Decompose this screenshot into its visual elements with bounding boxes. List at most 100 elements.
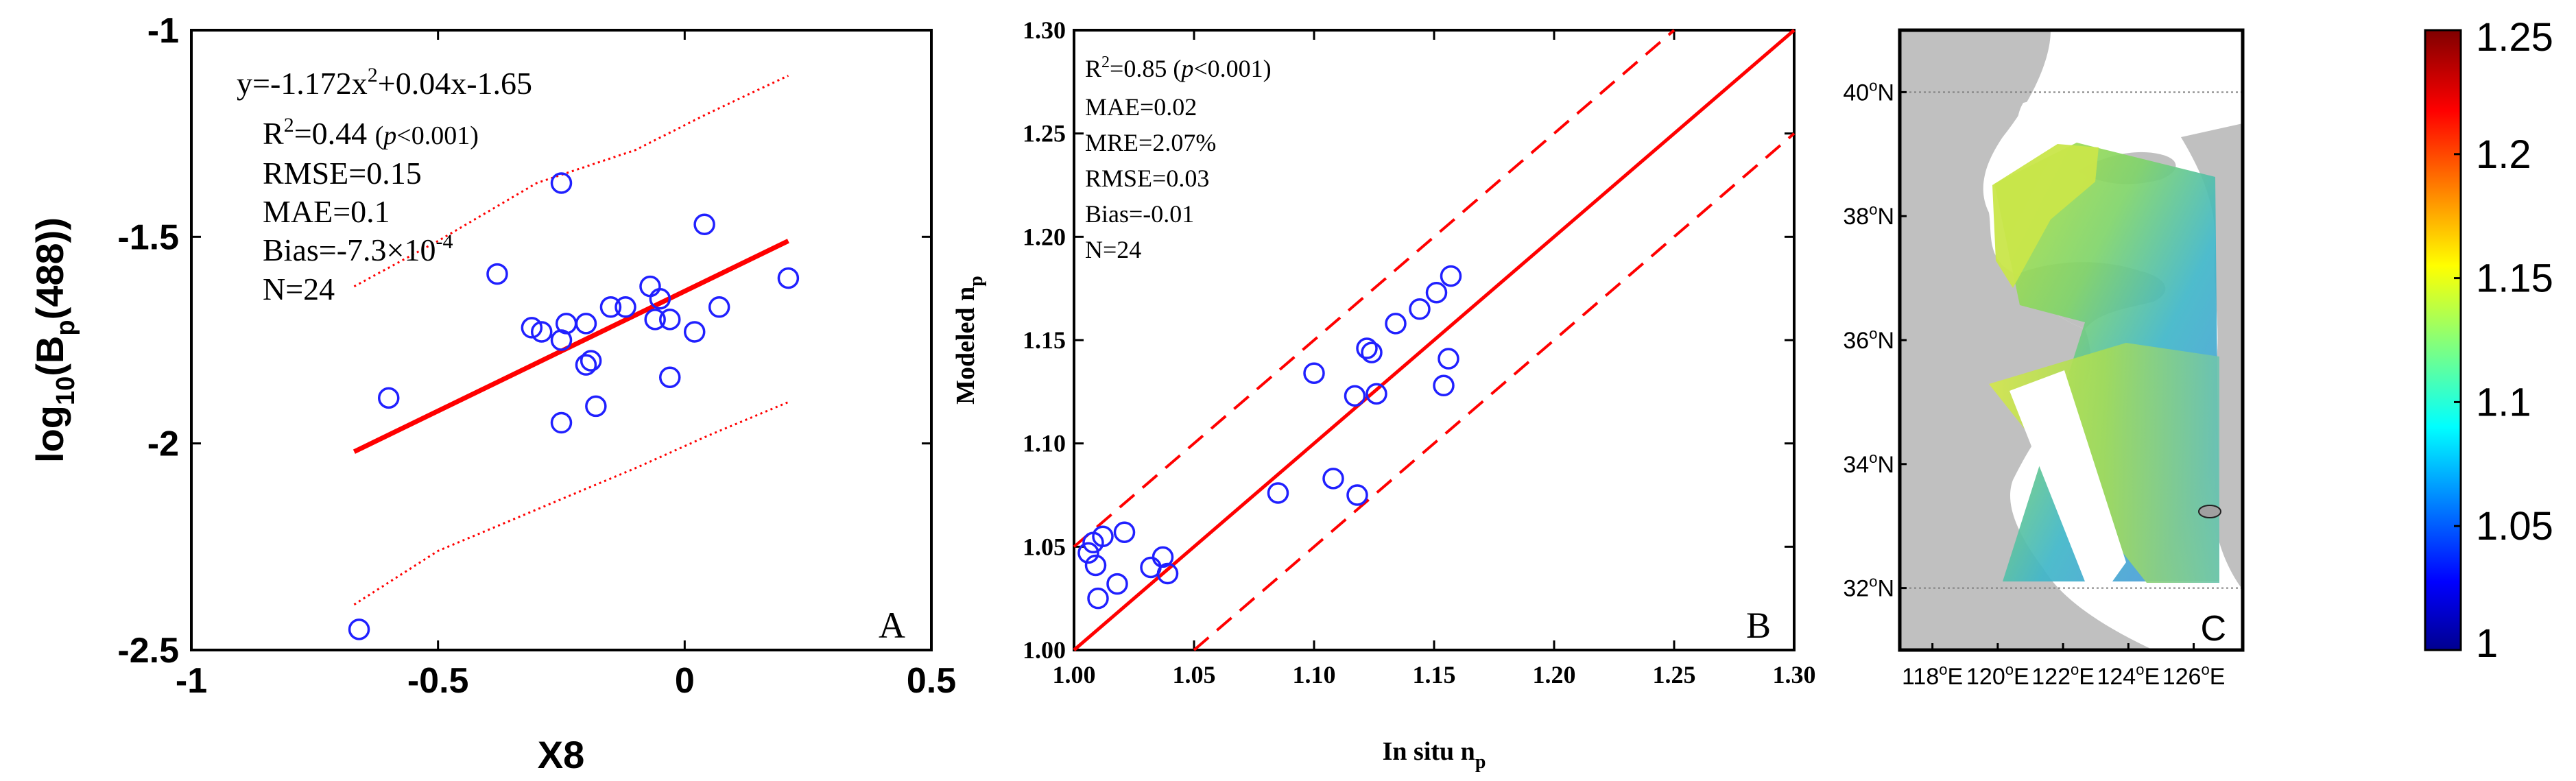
- panel-c-lat-label: 36oN: [1843, 325, 1894, 354]
- panel-a-point: [550, 411, 573, 434]
- panel-c-lon-label: 126oE: [2162, 661, 2226, 690]
- panel-c-jeju: [2198, 505, 2221, 518]
- panel-b-point: [1084, 554, 1107, 577]
- colorbar-tick-label: 1.15: [2476, 256, 2553, 301]
- panel-b-point: [1440, 265, 1462, 287]
- panel-b-r2: R2=0.85 (p<0.001): [1085, 53, 1272, 82]
- panel-a-point: [486, 263, 508, 285]
- panel-b-ylabel: Modeled np: [951, 276, 987, 405]
- panel-b-point: [1106, 573, 1128, 595]
- colorbar-tick-label: 1.2: [2476, 132, 2531, 177]
- panel-b-point: [1433, 374, 1455, 397]
- panel-b-point: [1438, 348, 1459, 370]
- panel-b-point: [1344, 385, 1366, 407]
- panel-a-point: [377, 387, 400, 409]
- panel-a-point: [644, 309, 666, 331]
- panel-b-xlabel: In situ np: [1383, 737, 1486, 773]
- panel-c-lat-label: 32oN: [1843, 573, 1894, 602]
- panel-b-upper-band: [1073, 29, 1675, 548]
- panel-b-xtick-label: 1.15: [1413, 661, 1456, 688]
- panel-a-point: [575, 313, 597, 335]
- panel-c-lon-label: 124oE: [2097, 661, 2160, 690]
- panel-a-ytick-label: -2: [147, 424, 179, 464]
- panel-a-point: [659, 309, 681, 331]
- panel-b-mre: MRE=2.07%: [1085, 129, 1216, 156]
- panel-a-point: [521, 317, 543, 339]
- panel-b-one-to-one-line: [1073, 29, 1796, 651]
- panel-c: 40oN 38oN 36oN 34oN 32oN 118oE 120oE 122oE 124o…: [1843, 15, 2553, 690]
- panel-a-point: [615, 296, 636, 318]
- panel-c-lon-label: 122oE: [2031, 661, 2095, 690]
- panel-b-xtick-label: 1.20: [1533, 661, 1576, 688]
- panel-a-xtick-label: 0: [675, 661, 695, 701]
- panel-c-lat-label: 40oN: [1843, 77, 1894, 106]
- panel-a-ytick-label: -2.5: [117, 631, 179, 671]
- panel-b-point: [1092, 525, 1114, 548]
- panel-c-lat-label: 34oN: [1843, 449, 1894, 478]
- panel-b-point: [1113, 521, 1136, 543]
- panel-b-ytick-label: 1.00: [1023, 636, 1066, 664]
- panel-b-xtick-label: 1.00: [1053, 661, 1096, 688]
- panel-a-point: [683, 321, 706, 343]
- colorbar-tick-label: 1.1: [2476, 380, 2531, 424]
- panel-a-point: [348, 618, 370, 640]
- panel-c-map: [1983, 30, 2243, 650]
- panel-a-point: [649, 287, 671, 310]
- panel-b-ytick-label: 1.15: [1023, 326, 1066, 354]
- panel-b-point: [1356, 337, 1378, 359]
- colorbar: [2424, 29, 2462, 651]
- colorbar-tick-label: 1: [2476, 621, 2498, 666]
- panel-c-gap: [2009, 370, 2126, 581]
- panel-a-point: [575, 354, 597, 376]
- panel-a-n: N=24: [263, 272, 335, 307]
- panel-b-ytick-label: 1.25: [1023, 120, 1066, 147]
- panel-b-xtick-label: 1.05: [1173, 661, 1216, 688]
- panel-c-lat-label: 38oN: [1843, 201, 1894, 230]
- panel-a-xtick-label: -1: [176, 661, 207, 701]
- colorbar-tick-label: 1.25: [2476, 15, 2553, 60]
- panel-a-r2: R2=0.44 (p<0.001): [263, 114, 479, 151]
- panel-a-ytick-label: -1: [147, 11, 179, 51]
- panel-b-stats: R2=0.85 (p<0.001) MAE=0.02 MRE=2.07% RMS…: [1085, 53, 1272, 263]
- panel-b-point: [1087, 587, 1109, 610]
- panel-b-point: [1365, 383, 1387, 405]
- panel-c-lon-label: 120oE: [1966, 661, 2029, 690]
- panel-b-point: [1409, 298, 1431, 320]
- panel-a-label: A: [879, 605, 905, 646]
- panel-b-point: [1385, 313, 1407, 335]
- panel-b-point: [1361, 341, 1383, 363]
- panel-b-n: N=24: [1085, 236, 1141, 263]
- panel-a-point: [580, 350, 602, 372]
- panel-a: -1 -0.5 0 0.5 -1 -1.5 -2 -2.5 y=-1.172x2+0.04x-…: [28, 11, 956, 776]
- panel-b-ytick-label: 1.05: [1023, 533, 1066, 560]
- panel-b-point: [1303, 362, 1325, 384]
- panel-b-ytick-label: 1.20: [1023, 223, 1066, 250]
- panel-a-xlabel: X8: [538, 733, 585, 776]
- panel-a-point: [550, 172, 573, 194]
- panel-b-xtick-label: 1.10: [1293, 661, 1336, 688]
- panel-b-mae: MAE=0.02: [1085, 93, 1197, 121]
- panel-a-ytick-label: -1.5: [117, 217, 179, 257]
- panel-b-bias: Bias=-0.01: [1085, 200, 1194, 228]
- panel-b-xtick-label: 1.30: [1773, 661, 1816, 688]
- panel-a-equation: y=-1.172x2+0.04x-1.65: [237, 64, 532, 101]
- panel-a-bias: Bias=-7.3×10-4: [263, 230, 453, 267]
- panel-a-point: [599, 296, 622, 318]
- panel-a-ylabel: log10(Bp(488)): [28, 217, 80, 463]
- panel-a-xtick-label: 0.5: [907, 661, 956, 701]
- panel-a-rmse: RMSE=0.15: [263, 156, 422, 191]
- panel-c-korea: [2181, 123, 2243, 590]
- panel-b-xtick-label: 1.25: [1653, 661, 1696, 688]
- panel-c-bohai-coverage: [1992, 144, 2099, 288]
- panel-a-fit-line: [353, 239, 789, 454]
- panel-a-frame: [190, 29, 933, 651]
- panel-b-label: B: [1746, 605, 1771, 646]
- panel-c-lon-label: 118oE: [1902, 661, 1963, 690]
- panel-b-point: [1077, 542, 1099, 564]
- panel-a-xtick-label: -0.5: [407, 661, 469, 701]
- panel-b-point: [1267, 482, 1289, 504]
- panel-b-point: [1322, 468, 1344, 490]
- panel-b-rmse: RMSE=0.03: [1085, 165, 1209, 192]
- panel-a-point: [777, 267, 800, 289]
